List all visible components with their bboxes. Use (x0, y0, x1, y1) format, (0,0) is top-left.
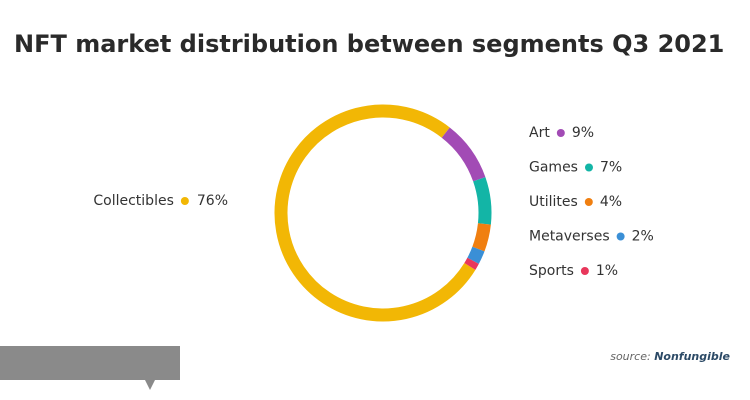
legend-label: Collectibles (93, 193, 174, 209)
donut-segment (274, 104, 476, 322)
legend-dot (616, 232, 625, 241)
decor-bar (0, 346, 180, 390)
legend-value: 76% (197, 193, 228, 209)
donut-segment (473, 177, 492, 225)
donut-segment (472, 223, 491, 252)
legend-label: Games (529, 160, 578, 176)
legend-value: 1% (596, 263, 618, 279)
legend-dot (580, 267, 589, 275)
legend-dot (180, 197, 189, 205)
legend-dot (584, 198, 593, 206)
legend-label: Art (529, 125, 550, 141)
legend-value: 9% (572, 125, 594, 141)
legend-label: Utilites (529, 194, 578, 210)
chart-title: NFT market distribution between segments… (14, 30, 724, 58)
legend-label: Sports (529, 263, 574, 279)
legend-dot (584, 163, 593, 172)
legend-value: 4% (600, 194, 622, 210)
legend-value: 2% (632, 229, 654, 245)
legend-label: Metaverses (529, 229, 610, 245)
donut-segment (467, 246, 485, 264)
legend-value: 7% (600, 160, 622, 176)
donut-segment (464, 257, 479, 270)
legend-dot (556, 129, 565, 137)
source-label: source: (610, 350, 650, 363)
donut-segment (441, 127, 486, 182)
source: source: Nonfungible (610, 350, 730, 363)
source-name: Nonfungible (654, 350, 730, 363)
